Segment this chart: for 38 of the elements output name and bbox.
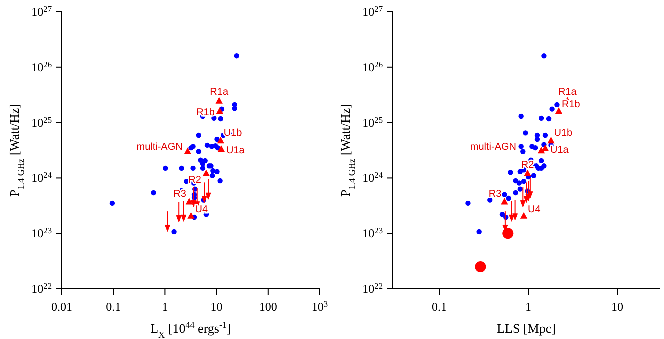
y-tick-label: 10$^{27}$: [32, 4, 52, 19]
x-tick-label: 0.1: [432, 300, 448, 314]
annotation: R2: [521, 160, 535, 171]
annotation: multi-AGN: [470, 142, 517, 153]
annotation: U1a: [226, 145, 246, 156]
annotation: multi-AGN: [136, 142, 183, 153]
annotation: U4: [528, 204, 542, 216]
annotation: R1b: [562, 99, 581, 110]
annotation: U1a: [550, 144, 570, 156]
y-tick-label: 10$^{22}$: [32, 282, 52, 296]
y-tick-label: 10$^{25}$: [32, 115, 52, 130]
y-tick-label: 10$^{26}$: [362, 60, 383, 74]
annotation: R1a: [558, 87, 578, 98]
y-tick-label: 10$^{25}$: [362, 115, 383, 130]
annotation: R3: [174, 189, 187, 200]
annotation: U1b: [554, 128, 574, 139]
x-tick-label: 1: [526, 300, 532, 314]
x-tick-label: 10: [612, 300, 624, 314]
x-tick-label: 10$^{3}$: [312, 300, 328, 314]
x-axis-title: L$_{X}$ [10$^{44}$ ergs$^{-1}$]: [150, 320, 232, 339]
y-tick-label: 10$^{22}$: [362, 282, 383, 296]
x-tick-label: 0.1: [106, 300, 122, 314]
x-axis-title: LLS [Mpc]: [497, 321, 556, 336]
y-tick-label: 10$^{26}$: [32, 60, 52, 74]
y-tick-label: 10$^{27}$: [362, 4, 383, 19]
annotation: R1b: [196, 107, 216, 118]
annotation: U4: [195, 204, 208, 216]
y-tick-label: 10$^{24}$: [362, 170, 384, 186]
y-tick-label: 10$^{23}$: [362, 226, 383, 241]
annotation: R1a: [210, 87, 229, 98]
x-tick-label: 1: [162, 300, 168, 314]
x-tick-label: 10: [210, 300, 223, 314]
x-tick-label: 0.01: [52, 300, 72, 314]
annotation: R3: [488, 189, 502, 200]
y-tick-label: 10$^{23}$: [32, 226, 52, 241]
x-tick-label: 100: [259, 300, 278, 314]
y-tick-label: 10$^{24}$: [32, 170, 53, 186]
annotation: R2: [188, 174, 202, 186]
